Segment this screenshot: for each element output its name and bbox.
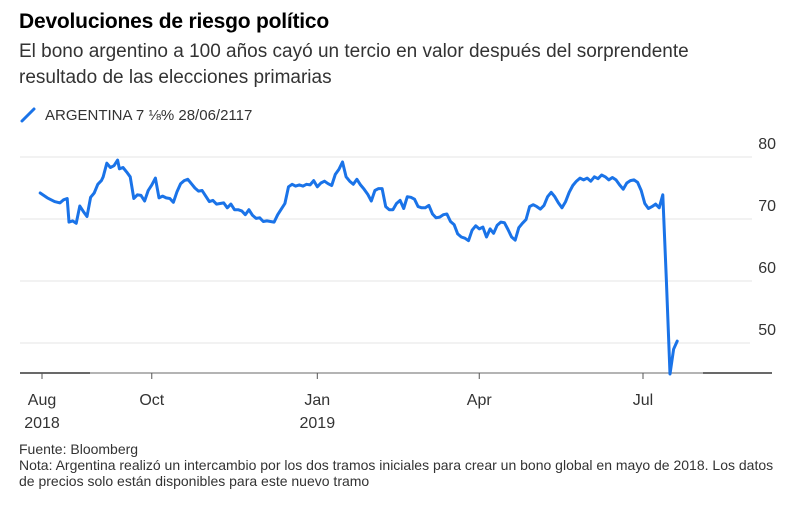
x-tick-label: Jul: [633, 392, 653, 409]
x-tick-sublabel: 2019: [300, 415, 336, 432]
chart-subtitle: El bono argentino a 100 años cayó un ter…: [19, 41, 689, 88]
x-tick-label: Oct: [139, 392, 164, 409]
series-line: [38, 158, 679, 376]
footnote: Nota: Argentina realizó un intercambio p…: [19, 457, 774, 489]
chart-title: Devoluciones de riesgo político: [19, 10, 330, 33]
legend-label: ARGENTINA 7 ⅛% 28/06/2117: [45, 106, 253, 124]
x-tick-label: Apr: [467, 392, 493, 409]
legend-line-icon: [20, 107, 36, 123]
x-tick-label: Jan: [304, 392, 330, 409]
y-tick-label: 60: [758, 260, 776, 277]
y-tick-label: 80: [758, 136, 776, 153]
x-tick-sublabel: 2018: [24, 415, 60, 432]
y-tick-label: 50: [758, 322, 776, 339]
footer: Fuente: Bloomberg Nota: Argentina realiz…: [19, 441, 789, 489]
legend: ARGENTINA 7 ⅛% 28/06/2117: [19, 106, 252, 124]
source-note: Fuente: Bloomberg: [19, 441, 139, 457]
x-tick-label: Aug: [28, 392, 56, 409]
y-tick-label: 70: [758, 198, 776, 215]
